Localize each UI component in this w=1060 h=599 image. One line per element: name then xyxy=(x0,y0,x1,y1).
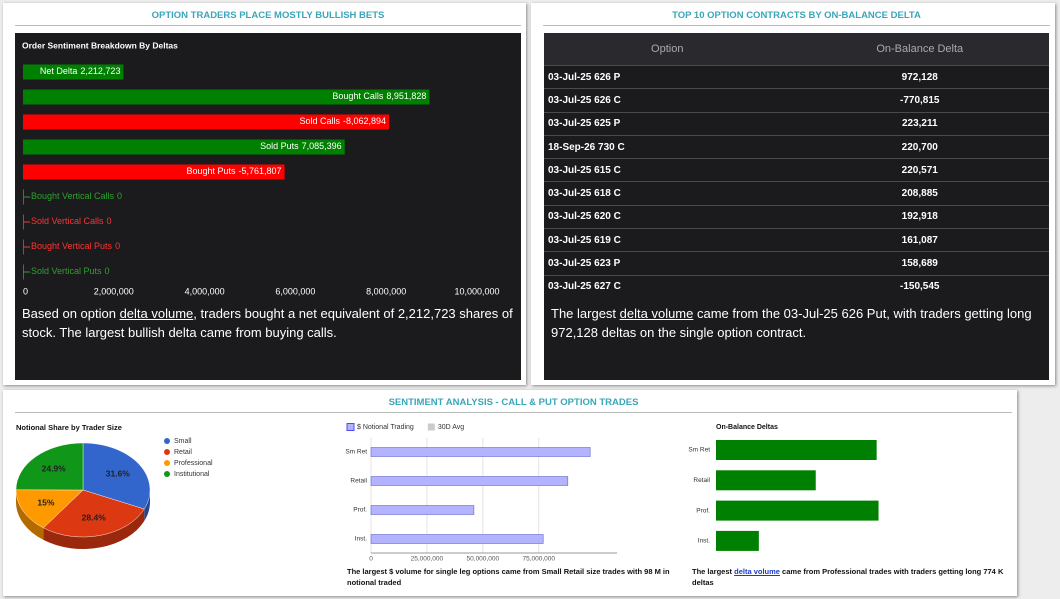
panel-header: TOP 10 OPTION CONTRACTS BY ON-BALANCE DE… xyxy=(543,10,1050,26)
column-header: On-Balance Delta xyxy=(790,33,1049,66)
table-cell: 03-Jul-25 625 P xyxy=(544,111,791,136)
panel-header: SENTIMENT ANALYSIS - CALL & PUT OPTION T… xyxy=(15,397,1012,413)
table-row: 03-Jul-25 615 C 220,571 xyxy=(544,158,1049,182)
panel: SENTIMENT ANALYSIS - CALL & PUT OPTION T… xyxy=(3,390,1017,596)
table-cell: 03-Jul-25 618 C xyxy=(544,181,791,206)
table-cell: 220,700 xyxy=(790,134,1049,159)
table-row: 03-Jul-25 625 P 223,211 xyxy=(544,111,1049,136)
note: Based on option delta volume, traders bo… xyxy=(22,304,517,342)
table-row: 03-Jul-25 619 C 161,087 xyxy=(544,228,1049,252)
table-cell: -770,815 xyxy=(790,88,1049,113)
caption: The largest $ volume for single leg opti… xyxy=(347,567,670,587)
table-cell: 158,689 xyxy=(790,251,1049,276)
table-cell: 223,211 xyxy=(790,111,1049,136)
table-cell: 220,571 xyxy=(790,158,1049,182)
table-cell: 03-Jul-25 620 C xyxy=(544,204,791,229)
note-text: , traders bought a net equivalent of 2,2… xyxy=(22,306,513,340)
column-header: Option xyxy=(544,33,791,66)
caption-text: The largest xyxy=(692,567,735,576)
table-cell: 03-Jul-25 627 C xyxy=(544,274,791,298)
table-cell: 03-Jul-25 619 C xyxy=(544,228,791,252)
caption: The largest delta volume came from Profe… xyxy=(692,566,1012,588)
table-row: 03-Jul-25 620 C 192,918 xyxy=(544,204,1049,229)
table-cell: 03-Jul-25 626 C xyxy=(544,88,791,113)
note-text: The largest xyxy=(551,306,620,321)
note-text: came from the 03-Jul-25 626 Put, with tr… xyxy=(551,306,1032,340)
link[interactable]: delta volume xyxy=(619,306,694,321)
table-cell: 192,918 xyxy=(790,204,1049,229)
note-text: Based on option xyxy=(22,306,120,321)
link[interactable]: delta volume xyxy=(119,306,194,321)
table-cell: 972,128 xyxy=(790,64,1049,89)
table-row: 18-Sep-26 730 C 220,700 xyxy=(544,134,1049,159)
table-cell: 208,885 xyxy=(790,181,1049,206)
table-cell: 18-Sep-26 730 C xyxy=(544,134,791,159)
table-row: 03-Jul-25 618 C 208,885 xyxy=(544,181,1049,206)
note: The largest delta volume came from the 0… xyxy=(551,304,1046,342)
table-row: 03-Jul-25 627 C -150,545 xyxy=(544,274,1049,298)
link[interactable]: delta volume xyxy=(734,567,780,576)
caption-text: came from Professional trades with trade… xyxy=(692,567,1004,587)
table-row: 03-Jul-25 623 P 158,689 xyxy=(544,251,1049,276)
table-cell: 03-Jul-25 615 C xyxy=(544,158,791,182)
table-row: 03-Jul-25 626 C -770,815 xyxy=(544,88,1049,113)
table-cell: 03-Jul-25 626 P xyxy=(544,64,791,89)
table-cell: -150,545 xyxy=(790,274,1049,298)
table-row: 03-Jul-25 626 P 972,128 xyxy=(544,64,1049,89)
panel-header: OPTION TRADERS PLACE MOSTLY BULLISH BETS xyxy=(15,10,521,26)
table-cell: 03-Jul-25 623 P xyxy=(544,251,791,276)
table-cell: 161,087 xyxy=(790,228,1049,252)
